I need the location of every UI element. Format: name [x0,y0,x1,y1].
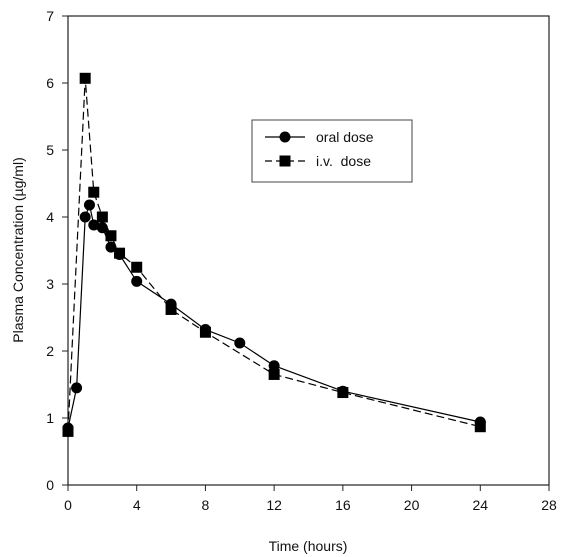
y-tick-label: 4 [46,209,54,225]
y-tick-label: 5 [46,142,54,158]
data-point-oral [234,337,246,349]
data-point-iv [165,303,177,315]
data-point-iv [79,72,91,84]
series-line-oral [67,202,481,429]
legend-box [251,119,413,183]
y-tick-label: 3 [46,276,54,292]
x-axis-title: Time (hours) [269,538,348,554]
y-tick-label: 1 [46,410,54,426]
data-point-oral [88,219,100,231]
legend-label-oral: oral dose [316,129,374,145]
x-tick-label: 8 [202,497,210,513]
plot-frame [67,15,550,486]
y-tick-label: 7 [46,8,54,24]
series-line-iv [67,78,481,432]
x-tick-label: 20 [404,497,420,513]
data-point-iv [131,261,143,273]
data-point-oral [131,275,143,287]
x-tick-label: 4 [133,497,141,513]
legend-marker-iv [279,155,291,167]
data-point-iv [474,421,486,433]
y-axis-title: Plasma Concentration (µg/ml) [10,157,26,342]
data-point-iv [114,247,126,259]
x-tick-label: 28 [541,497,557,513]
y-tick-label: 2 [46,343,54,359]
x-tick-label: 0 [64,497,72,513]
data-point-oral [105,241,117,253]
data-point-oral [268,360,280,372]
legend-label-iv: i.v. dose [316,153,371,169]
data-point-oral [83,199,95,211]
legend: oral dose i.v. dose [251,119,413,183]
series-layer [62,72,486,437]
y-tick-label: 6 [46,75,54,91]
x-tick-label: 16 [335,497,351,513]
x-tick-label: 24 [472,497,488,513]
data-point-oral [79,211,91,223]
data-point-iv [337,387,349,399]
data-point-iv [199,326,211,338]
data-point-oral [96,222,108,234]
data-point-iv [96,211,108,223]
y-tick-label: 0 [46,477,54,493]
data-point-oral [71,382,83,394]
data-point-iv [62,425,74,437]
y-axis-ticks: 0 1 2 3 4 5 6 7 [46,8,68,493]
legend-marker-oral [279,131,291,143]
data-point-iv [105,230,117,242]
data-point-iv [88,186,100,198]
data-point-iv [268,368,280,380]
x-axis-ticks: 0 4 8 12 16 20 24 28 [64,485,557,513]
x-tick-label: 12 [266,497,282,513]
